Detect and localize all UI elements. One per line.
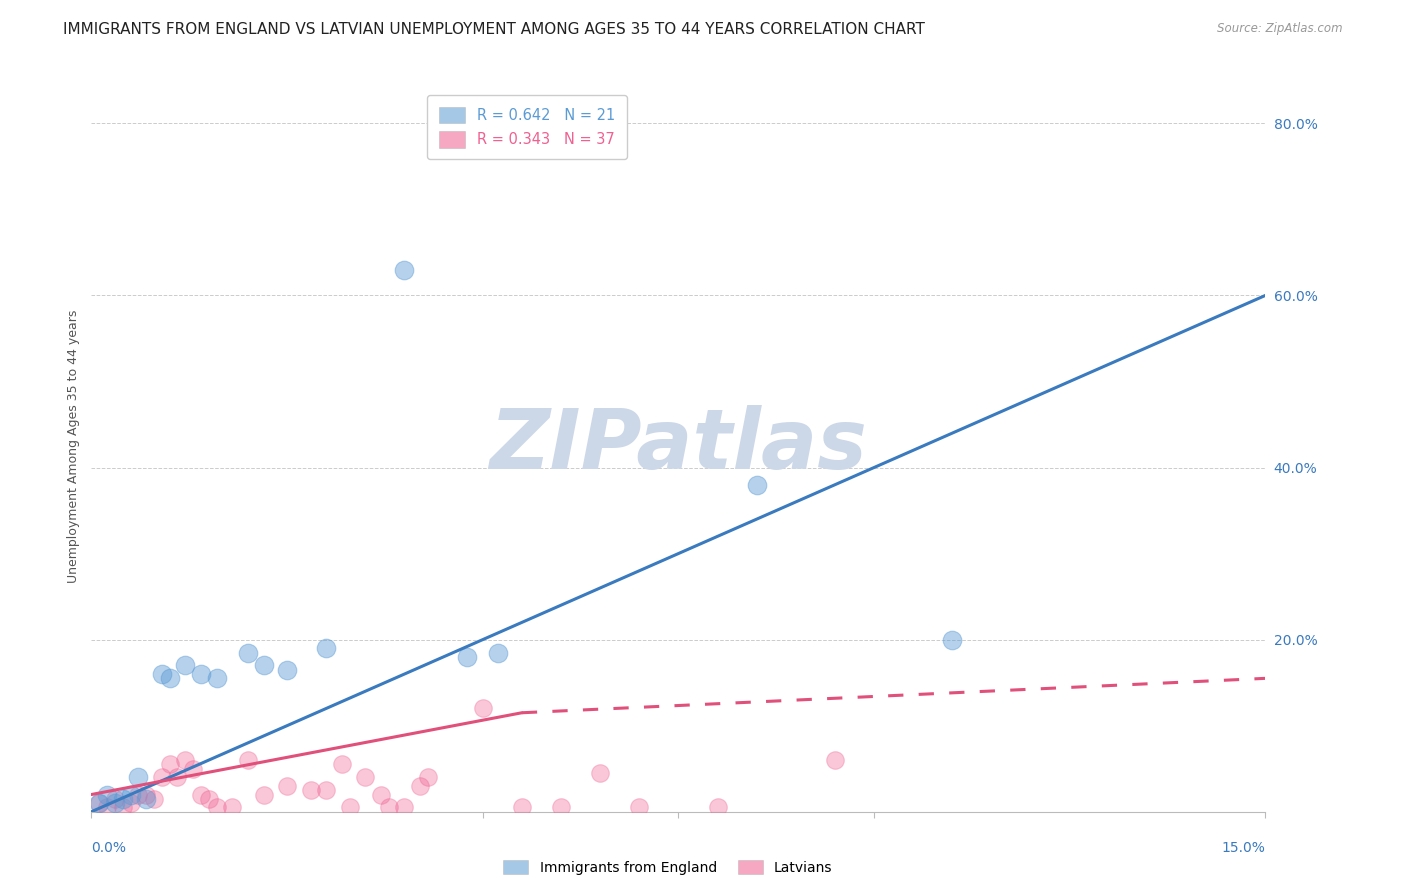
Point [354, 770, 377, 784]
Point [276, 663, 298, 677]
Point [394, 262, 416, 277]
Point [315, 783, 337, 797]
Point [339, 800, 361, 814]
Point [236, 753, 259, 767]
Point [197, 792, 219, 806]
Text: Source: ZipAtlas.com: Source: ZipAtlas.com [1218, 22, 1343, 36]
Point [276, 779, 298, 793]
Text: IMMIGRANTS FROM ENGLAND VS LATVIAN UNEMPLOYMENT AMONG AGES 35 TO 44 YEARS CORREL: IMMIGRANTS FROM ENGLAND VS LATVIAN UNEMP… [63, 22, 925, 37]
Point [394, 800, 416, 814]
Point [166, 770, 188, 784]
Point [378, 800, 401, 814]
Point [190, 667, 212, 681]
Point [111, 792, 134, 806]
Point [628, 800, 651, 814]
Point [471, 701, 494, 715]
Text: ZIPatlas: ZIPatlas [489, 406, 868, 486]
Point [706, 800, 728, 814]
Legend: Immigrants from England, Latvians: Immigrants from England, Latvians [498, 855, 838, 880]
Point [236, 646, 259, 660]
Point [941, 632, 963, 647]
Point [510, 800, 533, 814]
Point [181, 762, 204, 776]
Point [120, 788, 142, 802]
Point [456, 649, 478, 664]
Point [315, 641, 337, 656]
Point [159, 757, 181, 772]
Point [370, 788, 392, 802]
Point [89, 796, 111, 810]
Legend: R = 0.642   N = 21, R = 0.343   N = 37: R = 0.642 N = 21, R = 0.343 N = 37 [427, 95, 627, 159]
Text: 15.0%: 15.0% [1222, 841, 1265, 855]
Point [135, 788, 157, 802]
Point [221, 800, 243, 814]
Point [190, 788, 212, 802]
Point [330, 757, 353, 772]
Point [409, 779, 432, 793]
Point [111, 800, 134, 814]
Point [96, 800, 118, 814]
Point [299, 783, 322, 797]
Point [89, 796, 111, 810]
Point [252, 788, 274, 802]
Point [127, 770, 149, 784]
Text: 0.0%: 0.0% [91, 841, 127, 855]
Point [120, 796, 142, 810]
Y-axis label: Unemployment Among Ages 35 to 44 years: Unemployment Among Ages 35 to 44 years [67, 310, 80, 582]
Point [486, 646, 509, 660]
Point [104, 792, 127, 806]
Point [550, 800, 572, 814]
Point [205, 671, 228, 685]
Point [205, 800, 228, 814]
Point [174, 753, 197, 767]
Point [143, 792, 166, 806]
Point [252, 658, 274, 673]
Point [159, 671, 181, 685]
Point [174, 658, 197, 673]
Point [150, 667, 173, 681]
Point [104, 796, 127, 810]
Point [135, 792, 157, 806]
Point [416, 770, 439, 784]
Point [824, 753, 846, 767]
Point [127, 788, 149, 802]
Point [745, 477, 768, 491]
Point [150, 770, 173, 784]
Point [96, 788, 118, 802]
Point [589, 766, 612, 780]
